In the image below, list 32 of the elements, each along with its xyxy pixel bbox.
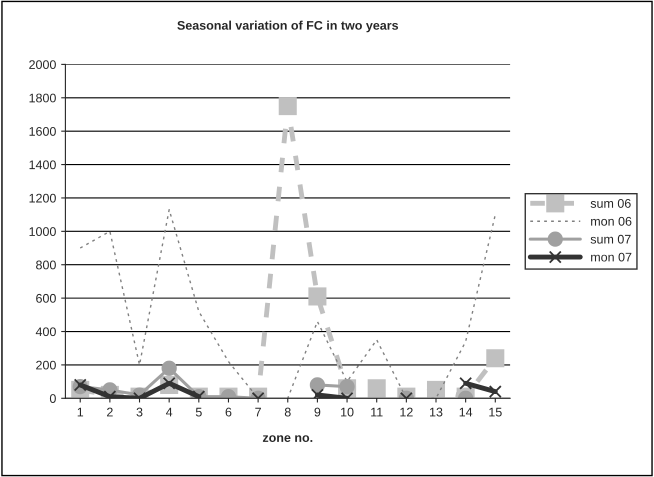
- x-tick-label: 10: [341, 408, 354, 417]
- x-tick-label: 7: [255, 408, 261, 416]
- x-tick-label: 5: [196, 408, 202, 417]
- chart-title: Seasonal variation of FC in two years: [177, 20, 398, 32]
- y-tick-label: 200: [36, 360, 56, 370]
- y-tick-label: 0: [50, 394, 56, 403]
- x-tick-label: 3: [136, 408, 142, 417]
- legend-label: mon 07: [591, 252, 632, 262]
- x-axis-title: zone no.: [262, 435, 312, 442]
- y-tick-label: 800: [36, 260, 56, 270]
- y-tick-label: 1600: [30, 126, 56, 136]
- x-tick-label: 1: [78, 408, 84, 416]
- x-tick-label: 2: [107, 408, 113, 416]
- y-tick-label: 1800: [30, 94, 56, 102]
- y-tick-label: 1000: [30, 227, 56, 236]
- x-tick-label: 4: [166, 408, 172, 416]
- legend-label: mon 06: [591, 216, 632, 226]
- x-tick-label: 11: [371, 408, 383, 416]
- x-tick-label: 8: [284, 408, 291, 417]
- x-tick-label: 14: [460, 408, 472, 416]
- x-tick-label: 9: [314, 408, 320, 417]
- y-tick-label: 600: [36, 294, 56, 303]
- y-tick-label: 2000: [29, 60, 56, 70]
- y-tick-label: 1400: [30, 160, 56, 170]
- x-tick-label: 6: [226, 408, 232, 417]
- y-tick-label: 1200: [30, 194, 56, 203]
- legend-label: sum 07: [590, 234, 631, 244]
- legend-label: sum 06: [590, 198, 631, 208]
- y-tick-label: 400: [36, 327, 56, 336]
- x-tick-label: 13: [430, 408, 442, 417]
- x-tick-label: 15: [489, 408, 502, 417]
- x-tick-label: 12: [400, 408, 413, 416]
